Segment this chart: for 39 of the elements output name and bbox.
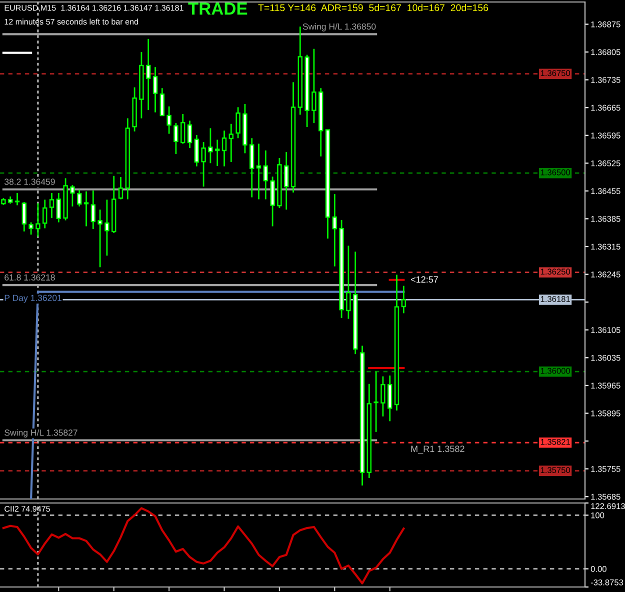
ref-line-label: 1.36750 bbox=[540, 70, 570, 76]
ref-line-label: 1.36181 bbox=[540, 296, 570, 302]
ref-line-label: 1.36500 bbox=[540, 169, 570, 176]
annotation: T=115 Y=146 ADR=159 5d=167 10d=167 20d=156 bbox=[258, 4, 488, 12]
y-tick-label: 100 bbox=[591, 512, 604, 518]
series-label: Swing H/L 1.36850 bbox=[302, 23, 376, 32]
annotation: M_R1 1.3582 bbox=[411, 446, 464, 454]
y-tick-label: 1.35755 bbox=[591, 466, 620, 472]
text: 12 minutes 57 seconds left to bar end bbox=[4, 18, 138, 25]
ref-line-label: 1.36000 bbox=[540, 368, 570, 374]
ref-line-label: 1.35821 bbox=[540, 438, 570, 445]
series-label: 61.8 1.36218 bbox=[4, 274, 55, 281]
y-tick-label: 1.36315 bbox=[591, 244, 620, 250]
series-label: Swing H/L 1.35827 bbox=[4, 429, 78, 438]
y-tick-label: 0.00 bbox=[590, 566, 606, 572]
chart-title: CII2 74.9475 bbox=[4, 506, 50, 512]
y-tick-label: 1.36385 bbox=[591, 216, 620, 222]
y-tick-label: 1.36525 bbox=[591, 160, 620, 166]
y-tick-label: 1.36595 bbox=[591, 132, 620, 138]
chart-title: EURUSD,M15 1.36164 1.36216 1.36147 1.36181 bbox=[4, 4, 184, 12]
y-tick-label: -33.8753 bbox=[590, 579, 624, 586]
series-label: P Day 1.36201 bbox=[4, 294, 62, 303]
y-tick-label: 1.36455 bbox=[591, 188, 620, 194]
y-tick-label: 1.36805 bbox=[591, 49, 620, 56]
series-label: 38.2 1.36459 bbox=[4, 178, 55, 185]
y-tick-label: 1.36105 bbox=[591, 327, 620, 333]
ref-line-label: 1.36250 bbox=[540, 268, 570, 275]
y-tick-label: 1.35895 bbox=[591, 410, 620, 416]
y-tick-label: 1.36665 bbox=[591, 104, 620, 111]
ref-line-label: 1.35750 bbox=[540, 467, 570, 474]
y-tick-label: 1.35685 bbox=[591, 494, 620, 500]
annotation: TRADE bbox=[188, 2, 248, 15]
y-tick-label: 1.36035 bbox=[591, 354, 620, 361]
y-tick-label: 1.36245 bbox=[591, 272, 620, 278]
y-tick-label: 1.36735 bbox=[591, 77, 620, 83]
y-tick-label: 1.36875 bbox=[591, 21, 620, 28]
y-tick-label: 122.6913 bbox=[591, 503, 625, 510]
y-tick-label: 1.35965 bbox=[591, 382, 620, 389]
text: <12:57 bbox=[410, 276, 438, 283]
